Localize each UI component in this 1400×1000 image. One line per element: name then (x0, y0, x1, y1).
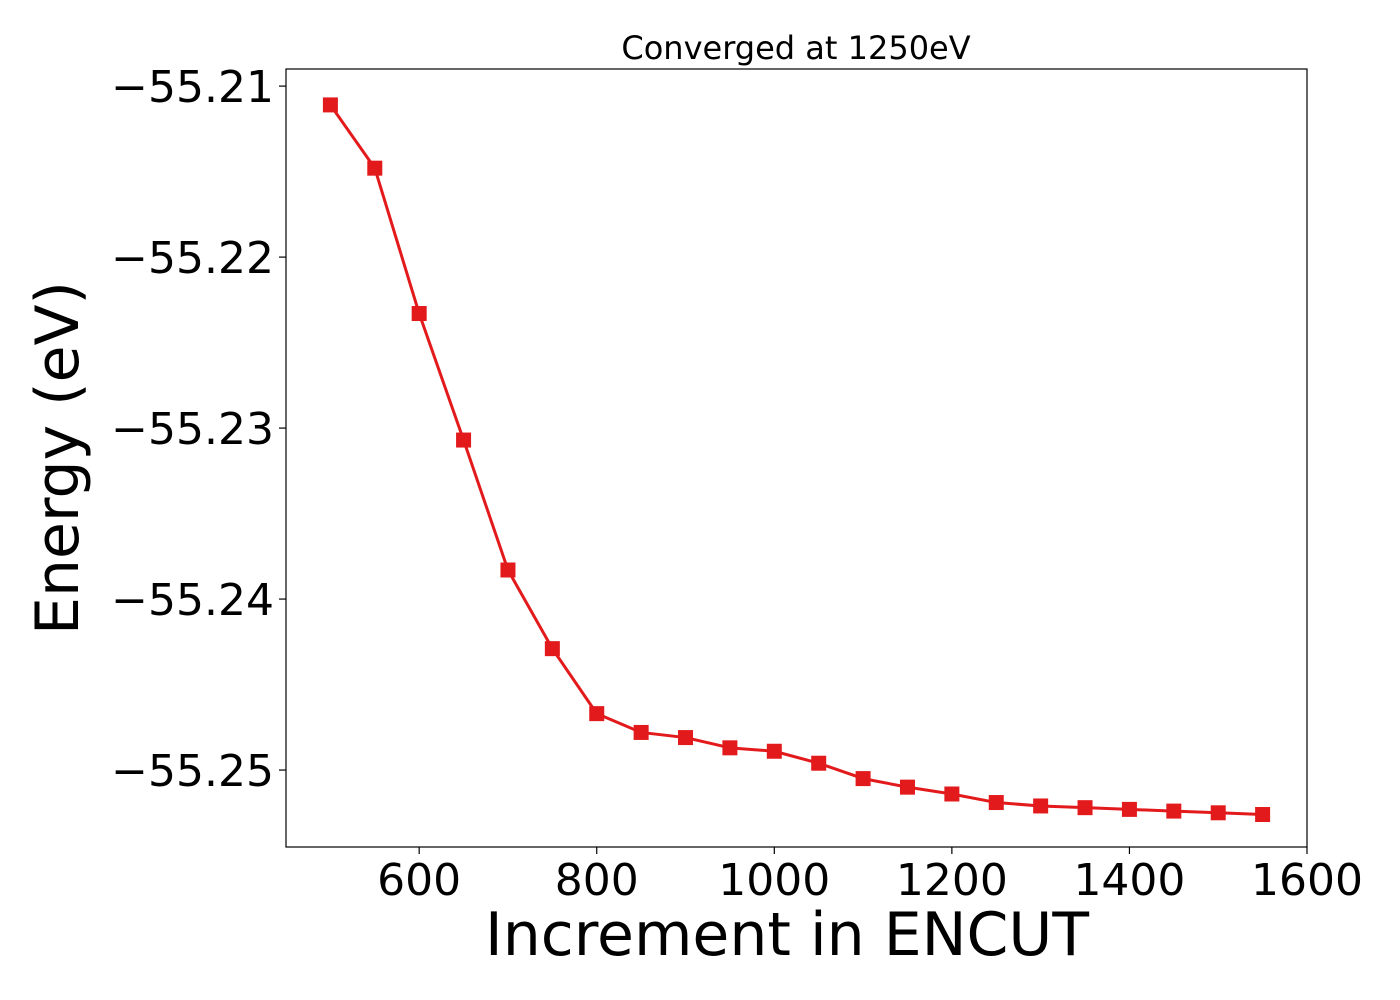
data-point-marker (899, 779, 915, 795)
y-tick-label: −55.22 (111, 233, 274, 284)
data-point-marker (722, 740, 738, 756)
series-line (329, 104, 1263, 817)
data-point-marker (411, 306, 427, 322)
x-axis-label: Increment in ENCUT (485, 900, 1089, 970)
data-point-marker (855, 771, 871, 787)
y-tick-label: −55.21 (111, 62, 274, 113)
series-layer (322, 97, 1271, 823)
x-tick-label: 1400 (1073, 855, 1185, 906)
x-tick-label: 600 (377, 855, 461, 906)
data-point-marker (678, 730, 694, 746)
data-point-marker (811, 755, 827, 771)
data-point-marker (1166, 803, 1182, 819)
data-point-marker (988, 795, 1004, 811)
data-point-marker (633, 724, 649, 740)
data-point-marker (456, 432, 472, 448)
y-tick-label: −55.25 (111, 746, 274, 797)
data-point-marker (1210, 805, 1226, 821)
y-axis-ticks: −55.21 −55.22 −55.23 −55.24 −55.25 (111, 62, 286, 797)
data-point-marker (589, 706, 605, 722)
plot-frame (285, 68, 1308, 848)
y-tick-label: −55.23 (111, 404, 274, 455)
y-axis-label: Energy (eV) (23, 281, 93, 635)
data-point-marker (500, 562, 516, 578)
data-point-marker (367, 160, 383, 176)
x-tick-label: 800 (555, 855, 639, 906)
chart-title: Converged at 1250eV (621, 29, 970, 67)
data-point-marker (1033, 798, 1049, 814)
data-point-marker (1255, 807, 1271, 823)
x-axis-ticks: 600 800 1000 1200 1400 1600 (377, 847, 1363, 906)
x-tick-label: 1200 (896, 855, 1008, 906)
data-point-marker (1077, 800, 1093, 816)
y-tick-label: −55.24 (111, 575, 274, 626)
data-point-marker (322, 97, 338, 113)
data-point-marker (1121, 801, 1137, 817)
data-point-marker (544, 641, 560, 657)
data-point-marker (766, 743, 782, 759)
x-tick-label: 1000 (718, 855, 830, 906)
data-point-marker (944, 786, 960, 802)
x-tick-label: 1600 (1251, 855, 1363, 906)
